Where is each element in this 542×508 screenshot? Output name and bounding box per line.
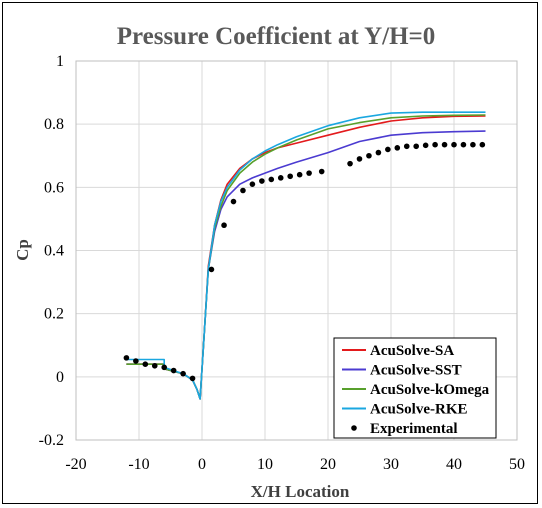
y-tick-label: 0.6 (44, 179, 64, 196)
x-tick-label: -20 (65, 456, 86, 473)
data-point (385, 146, 391, 153)
data-point (451, 141, 457, 148)
y-axis-label: Cp (13, 239, 32, 261)
data-point (479, 141, 486, 148)
data-point (161, 364, 167, 371)
data-point (268, 176, 275, 183)
x-tick-labels: -20 -10 0 10 20 30 40 50 (65, 456, 525, 473)
data-point (180, 370, 186, 377)
x-tick-label: 50 (509, 456, 525, 473)
legend-entry: Experimental (370, 421, 458, 437)
data-point (318, 168, 325, 175)
data-point (221, 222, 227, 229)
data-point (422, 142, 429, 149)
data-point (230, 198, 237, 205)
data-point (394, 145, 401, 151)
data-point (133, 358, 139, 364)
data-point (296, 171, 303, 178)
data-point (259, 178, 265, 184)
y-tick-label: 0.4 (44, 243, 64, 260)
data-point (347, 160, 353, 167)
data-point (375, 149, 382, 156)
data-point (123, 355, 130, 361)
data-point (441, 141, 448, 148)
data-point (460, 141, 467, 148)
series-line (126, 111, 486, 400)
data-point (413, 143, 420, 150)
chart-title: Pressure Coefficient at Y/H=0 (117, 23, 436, 50)
x-tick-label: 30 (383, 456, 399, 473)
x-tick-label: 10 (257, 456, 273, 473)
data-point (366, 152, 372, 159)
y-tick-label: 0.2 (44, 306, 64, 323)
legend-entry: AcuSolve-RKE (370, 402, 468, 418)
data-point (142, 361, 149, 368)
y-tick-label: 0 (56, 369, 64, 386)
legend-marker (351, 425, 357, 431)
data-point (432, 141, 438, 148)
series (123, 111, 486, 400)
data-point (170, 367, 177, 374)
y-tick-label: 0.8 (44, 116, 64, 133)
legend-entry: AcuSolve-kOmega (370, 382, 490, 398)
plot-area (75, 60, 518, 441)
y-tick-label: 1 (56, 53, 64, 70)
data-point (208, 266, 215, 273)
x-tick-label: 0 (198, 456, 206, 473)
data-point (249, 181, 256, 187)
x-axis-label: X/H Location (251, 482, 350, 501)
data-point (470, 141, 476, 148)
x-tick-label: -10 (128, 456, 149, 473)
y-tick-labels: -0.2 0 0.2 0.4 0.6 0.8 1 (39, 53, 64, 449)
legend-entry: AcuSolve-SST (370, 363, 462, 379)
data-point (306, 170, 312, 176)
data-point (151, 362, 158, 369)
x-tick-label: 20 (320, 456, 336, 473)
y-tick-label: -0.2 (39, 432, 64, 449)
legend: AcuSolve-SA AcuSolve-SST AcuSolve-kOmega Ac… (333, 337, 497, 439)
data-point (287, 173, 294, 180)
data-point (240, 187, 246, 194)
series-acusolve-rke (126, 111, 486, 400)
data-point (403, 143, 410, 150)
legend-entry: AcuSolve-SA (370, 343, 454, 359)
x-tick-label: 40 (446, 456, 462, 473)
data-point (277, 175, 284, 181)
series-experimental (123, 141, 486, 382)
data-point (189, 375, 196, 382)
data-point (356, 156, 363, 162)
